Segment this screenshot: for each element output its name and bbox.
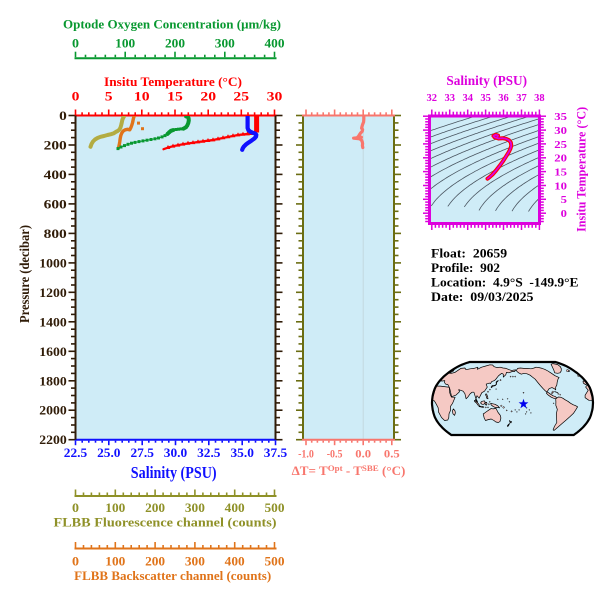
svg-text:400: 400: [225, 553, 245, 568]
svg-text:5: 5: [105, 89, 113, 104]
svg-text:20: 20: [554, 153, 567, 165]
svg-text:22.5: 22.5: [64, 445, 88, 460]
svg-text:15: 15: [167, 89, 183, 104]
svg-text:400: 400: [44, 167, 67, 182]
svg-text:100: 100: [105, 553, 125, 568]
svg-text:FLBB Fluorescence channel (cou: FLBB Fluorescence channel (counts): [54, 515, 277, 529]
svg-text:35: 35: [480, 92, 491, 104]
svg-text:500: 500: [265, 553, 285, 568]
svg-text:1400: 1400: [39, 314, 67, 329]
svg-text:25: 25: [554, 139, 567, 151]
svg-text:300: 300: [185, 553, 205, 568]
svg-text:1800: 1800: [39, 373, 67, 388]
svg-text:30: 30: [267, 89, 283, 104]
svg-text:Profile: 902: Profile: 902: [431, 260, 500, 275]
svg-text:400: 400: [265, 36, 285, 51]
svg-text:35.0: 35.0: [231, 445, 254, 460]
svg-text:15: 15: [554, 166, 567, 178]
svg-text:32: 32: [427, 92, 438, 104]
svg-text:38: 38: [534, 92, 545, 104]
svg-text:200: 200: [145, 553, 165, 568]
svg-text:10: 10: [134, 89, 150, 104]
svg-text:0: 0: [561, 208, 568, 220]
svg-text:Optode Oxygen Concentration (μ: Optode Oxygen Concentration (μm/kg): [63, 18, 281, 32]
svg-text:400: 400: [225, 500, 245, 515]
svg-text:1200: 1200: [39, 285, 67, 300]
svg-text:Pressure (decibar): Pressure (decibar): [17, 225, 32, 323]
svg-text:300: 300: [185, 500, 205, 515]
svg-text:25.0: 25.0: [97, 445, 120, 460]
svg-text:0: 0: [72, 553, 79, 568]
svg-text:Float: 20659: Float: 20659: [431, 246, 508, 261]
svg-text:34: 34: [462, 92, 473, 104]
svg-text:37.5: 37.5: [264, 445, 288, 460]
svg-text:1000: 1000: [39, 255, 67, 270]
svg-text:20: 20: [200, 89, 216, 104]
svg-text:32.5: 32.5: [197, 445, 221, 460]
svg-text:35: 35: [554, 111, 567, 123]
svg-text:Salinity (PSU): Salinity (PSU): [131, 463, 217, 482]
svg-text:33: 33: [444, 92, 455, 104]
svg-text:10: 10: [554, 180, 567, 192]
svg-text:30.0: 30.0: [164, 445, 187, 460]
svg-text:0: 0: [59, 108, 67, 123]
svg-text:36: 36: [498, 92, 509, 104]
svg-text:0: 0: [72, 36, 79, 51]
svg-text:0: 0: [72, 89, 80, 104]
svg-text:Salinity (PSU): Salinity (PSU): [446, 73, 527, 88]
svg-text:200: 200: [44, 138, 67, 153]
svg-text:600: 600: [44, 196, 67, 211]
svg-text:200: 200: [145, 500, 165, 515]
svg-text:200: 200: [165, 36, 185, 51]
svg-text:100: 100: [105, 500, 125, 515]
svg-text:Insitu Temperature (°C): Insitu Temperature (°C): [104, 75, 242, 89]
svg-text:0: 0: [72, 500, 79, 515]
svg-text:2200: 2200: [39, 432, 67, 447]
svg-text:37: 37: [516, 92, 527, 104]
svg-text:1600: 1600: [39, 344, 67, 359]
svg-text:25: 25: [233, 89, 249, 104]
svg-text:0.0: 0.0: [355, 449, 371, 461]
svg-text:300: 300: [215, 36, 235, 51]
svg-text:Location: 4.9°S -149.9°E: Location: 4.9°S -149.9°E: [431, 275, 579, 290]
svg-text:-1.0: -1.0: [298, 449, 314, 461]
svg-text:0.5: 0.5: [384, 449, 400, 461]
svg-text:5: 5: [561, 194, 568, 206]
svg-text:800: 800: [44, 226, 67, 241]
svg-text:2000: 2000: [39, 403, 67, 418]
svg-text:27.5: 27.5: [131, 445, 155, 460]
svg-text:30: 30: [554, 125, 567, 137]
svg-text:-0.5: -0.5: [327, 449, 343, 461]
svg-text:Insitu Temperature (°C): Insitu Temperature (°C): [575, 107, 589, 232]
svg-text:FLBB Backscatter channel (coun: FLBB Backscatter channel (counts): [74, 569, 271, 583]
svg-text:Date: 09/03/2025: Date: 09/03/2025: [431, 289, 534, 304]
svg-text:500: 500: [265, 500, 285, 515]
svg-text:100: 100: [115, 36, 135, 51]
